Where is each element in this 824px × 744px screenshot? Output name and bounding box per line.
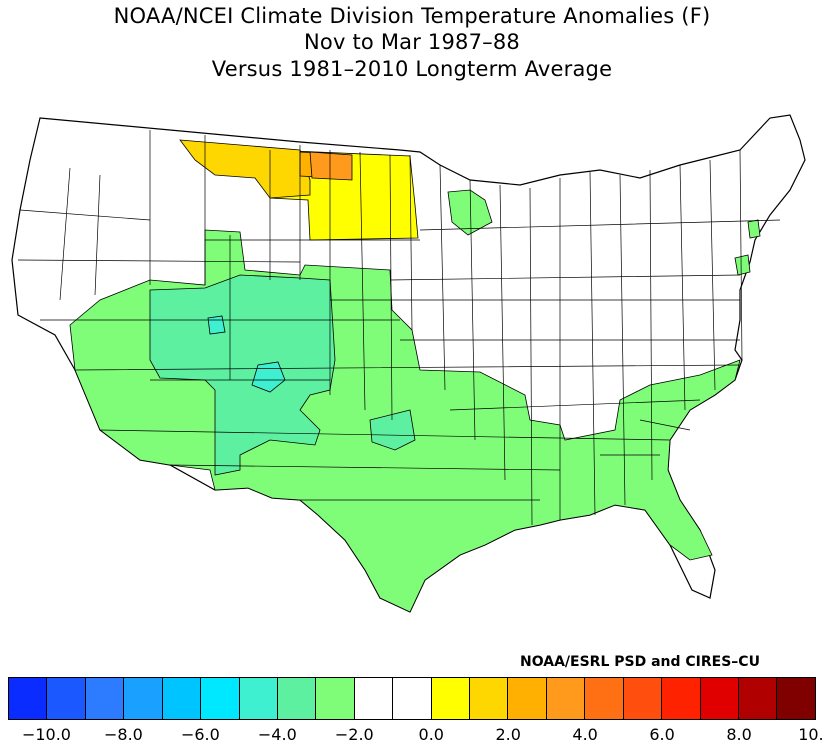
color-scale-cell xyxy=(239,678,278,719)
us-climate-division-map xyxy=(11,114,806,613)
state-boundary-lines xyxy=(17,130,781,526)
color-scale-tick-label: 6.0 xyxy=(649,725,675,744)
color-scale-tick-label: −8.0 xyxy=(103,725,143,744)
color-scale-cell xyxy=(700,678,740,719)
region-anom-minus-3-southern-plains xyxy=(369,409,416,451)
color-scale-cell xyxy=(585,678,624,719)
color-scale-cell xyxy=(201,678,240,719)
data-credit: NOAA/ESRL PSD and CIRES–CU xyxy=(520,654,760,670)
map-subtitle-period: Nov to Mar 1987–88 xyxy=(304,30,520,54)
color-scale-tick-label: 4.0 xyxy=(572,725,598,744)
region-anom-minus-4-colorado xyxy=(251,361,286,393)
color-scale-tick-label: −4.0 xyxy=(257,725,297,744)
color-scale-tick-label: 8.0 xyxy=(726,725,752,744)
color-scale-cell xyxy=(739,678,778,719)
color-scale-tick-label: −2.0 xyxy=(334,725,374,744)
color-scale-cell xyxy=(662,678,701,719)
map-subtitle-baseline: Versus 1981–2010 Longterm Average xyxy=(211,57,613,81)
map-title: NOAA/NCEI Climate Division Temperature A… xyxy=(113,4,711,28)
color-scale-cell xyxy=(393,678,432,719)
region-anom-minus-2-new-york xyxy=(734,254,751,276)
color-scale-tick-label: 2.0 xyxy=(495,725,521,744)
color-scale-cell xyxy=(546,678,586,719)
color-scale-cell xyxy=(162,678,202,719)
color-scale-cell xyxy=(623,678,663,719)
color-scale-cell xyxy=(124,678,163,719)
color-scale-cell xyxy=(85,678,125,719)
color-scale-cell xyxy=(354,678,394,719)
color-scale-cell xyxy=(470,678,509,719)
color-scale-cell xyxy=(47,678,86,719)
region-anom-minus-4-wyoming xyxy=(207,315,226,335)
color-scale-tick-label: −10.0 xyxy=(21,725,71,744)
color-scale-cell xyxy=(431,678,471,719)
color-scale-cell xyxy=(316,678,355,719)
color-scale-cell xyxy=(277,678,317,719)
color-scale-cell xyxy=(9,678,48,719)
color-scale-tick-label: 10.0 xyxy=(798,725,824,744)
color-scale-cell xyxy=(508,678,547,719)
color-scale-bar xyxy=(8,677,816,720)
color-scale-tick-label: 0.0 xyxy=(418,725,444,744)
region-anom-minus-2-new-england xyxy=(747,219,761,239)
color-scale-cell xyxy=(777,678,815,719)
color-scale-tick-label: −6.0 xyxy=(180,725,220,744)
region-anom-plus-4-north-dakota xyxy=(309,151,353,181)
region-anom-minus-3-rockies xyxy=(149,274,336,476)
